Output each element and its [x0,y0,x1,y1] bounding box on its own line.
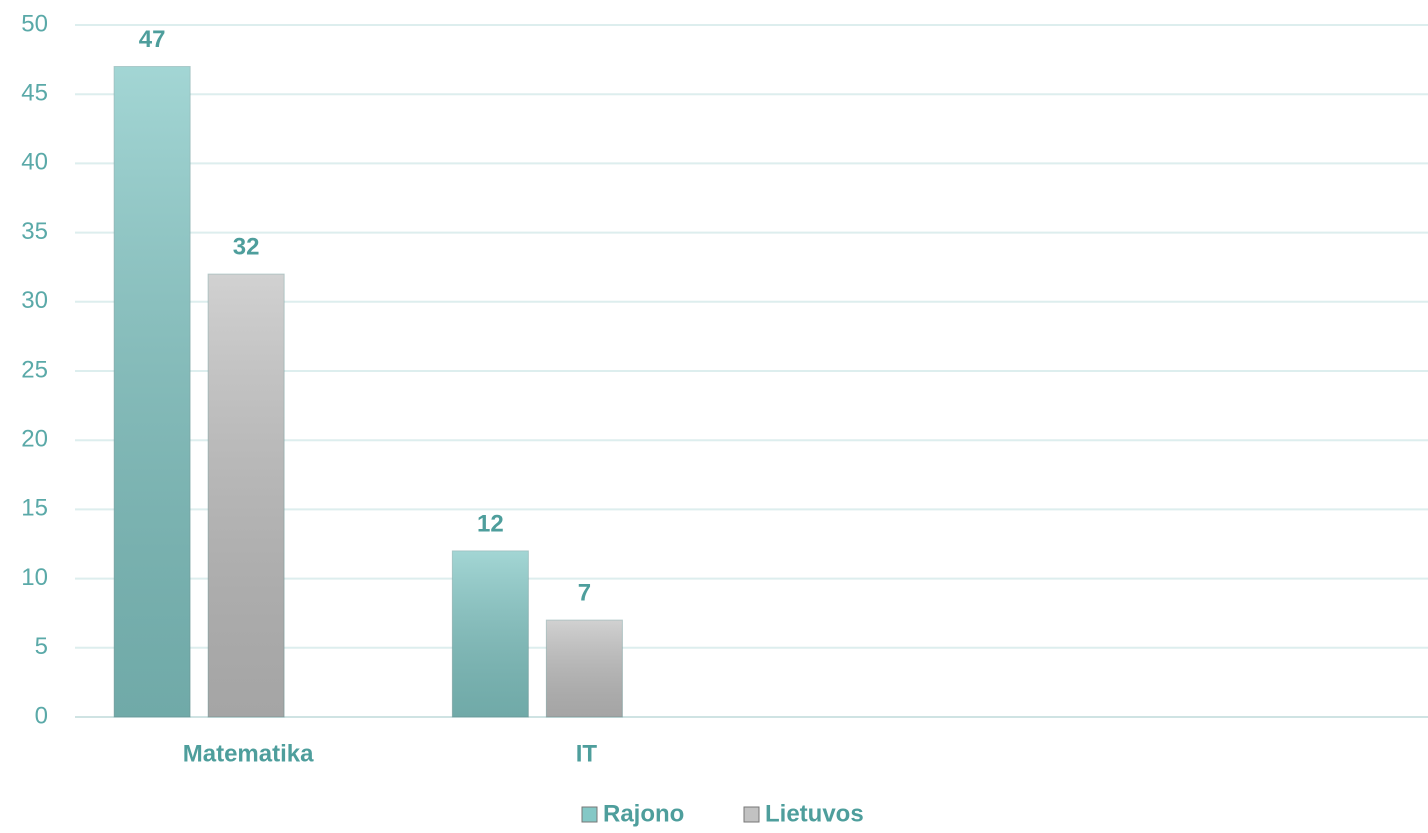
y-tick-label: 0 [35,702,48,729]
y-tick-label: 25 [21,356,48,383]
bar [545,619,623,718]
y-tick-label: 45 [21,80,48,107]
legend-swatch [743,806,760,823]
data-label: 32 [233,233,260,260]
data-label: 7 [578,579,591,606]
legend-label: Lietuvos [765,800,864,827]
legend-swatch [581,806,598,823]
y-tick-label: 15 [21,495,48,522]
y-tick-label: 50 [21,10,48,37]
y-tick-label: 35 [21,218,48,245]
y-tick-label: 40 [21,149,48,176]
legend-label: Rajono [603,800,684,827]
data-label: 12 [477,510,504,537]
y-tick-label: 20 [21,426,48,453]
bar [451,550,529,718]
bar [113,66,191,718]
y-tick-label: 5 [35,633,48,660]
data-label: 47 [139,26,166,53]
y-tick-label: 10 [21,564,48,591]
y-tick-label: 30 [21,287,48,314]
bar [207,273,285,718]
x-tick-label: IT [576,740,598,767]
x-tick-label: Matematika [183,740,314,767]
